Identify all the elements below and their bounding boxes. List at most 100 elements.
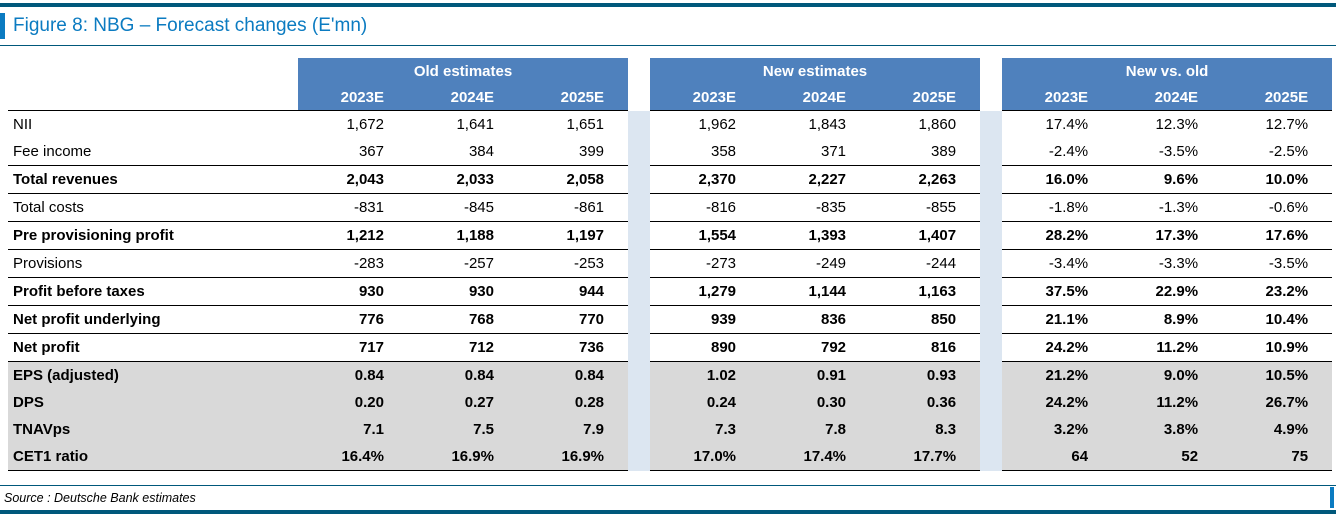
table-row: Total costs -831 -845 -861 -816 -835 -855 -1.8%… [8, 193, 1333, 222]
value-cell: 384 [408, 138, 518, 166]
spacer-cell [980, 249, 1003, 278]
value-cell: 17.7% [870, 443, 981, 471]
value-cell: 28.2% [1002, 221, 1113, 250]
value-cell: 17.4% [760, 443, 871, 471]
group-header-row: Old estimates New estimates New vs. old [8, 58, 1333, 84]
value-cell: 836 [760, 305, 871, 334]
year-header-cell: 2023E [650, 84, 761, 111]
value-cell: 399 [518, 138, 629, 166]
table-footer-gap [0, 471, 1336, 485]
row-label: Total costs [8, 193, 298, 222]
table-row: Net profit 717 712 736 890 792 816 24.2% 11.2% 10… [8, 333, 1333, 362]
figure-header: Figure 8: NBG – Forecast changes (E'mn) [0, 7, 1336, 45]
value-cell: -3.5% [1112, 138, 1223, 166]
value-cell: 0.84 [408, 361, 518, 389]
value-cell: 367 [298, 138, 408, 166]
value-cell: 52 [1112, 443, 1223, 471]
value-cell: 890 [650, 333, 761, 362]
value-cell: 1,393 [760, 221, 871, 250]
title-accent-bar [0, 13, 5, 39]
value-cell: 3.2% [1002, 416, 1113, 443]
value-cell: 21.2% [1002, 361, 1113, 389]
spacer-cell [980, 416, 1003, 443]
table-row: TNAVps 7.1 7.5 7.9 7.3 7.8 8.3 3.2% 3.8% 4.9% [8, 416, 1333, 443]
row-label: Total revenues [8, 165, 298, 194]
value-cell: 17.0% [650, 443, 761, 471]
spacer-cell [980, 443, 1003, 471]
value-cell: 9.0% [1112, 361, 1223, 389]
header-spacer-cell [980, 58, 1002, 84]
year-header-cell: 2025E [518, 84, 629, 111]
value-cell: 24.2% [1002, 389, 1113, 416]
value-cell: 16.9% [408, 443, 518, 471]
value-cell: -3.3% [1112, 249, 1223, 278]
value-cell: 712 [408, 333, 518, 362]
value-cell: 1,279 [650, 277, 761, 306]
value-cell: 736 [518, 333, 629, 362]
value-cell: 10.9% [1222, 333, 1333, 362]
spacer-cell [628, 110, 651, 138]
value-cell: 11.2% [1112, 389, 1223, 416]
value-cell: 0.30 [760, 389, 871, 416]
value-cell: 10.0% [1222, 165, 1333, 194]
value-cell: 2,263 [870, 165, 981, 194]
year-header-cell: 2023E [1002, 84, 1113, 111]
value-cell: -0.6% [1222, 193, 1333, 222]
value-cell: -835 [760, 193, 871, 222]
value-cell: -2.4% [1002, 138, 1113, 166]
value-cell: 2,043 [298, 165, 408, 194]
value-cell: 0.84 [518, 361, 629, 389]
value-cell: 16.4% [298, 443, 408, 471]
value-cell: -249 [760, 249, 871, 278]
forecast-table-grid: Old estimates New estimates New vs. old 202… [8, 58, 1333, 471]
value-cell: 1,407 [870, 221, 981, 250]
value-cell: -244 [870, 249, 981, 278]
value-cell: 930 [408, 277, 518, 306]
group-header-cell: New vs. old [1002, 58, 1333, 84]
value-cell: 0.93 [870, 361, 981, 389]
corner-cell [8, 84, 298, 111]
value-cell: 358 [650, 138, 761, 166]
spacer-cell [980, 361, 1003, 389]
table-row: Fee income 367 384 399 358 371 389 -2.4% -3.5% -2… [8, 138, 1333, 166]
value-cell: 23.2% [1222, 277, 1333, 306]
value-cell: 7.9 [518, 416, 629, 443]
row-label: EPS (adjusted) [8, 361, 298, 389]
year-header-cell: 2024E [1112, 84, 1223, 111]
value-cell: 371 [760, 138, 871, 166]
table-row: Provisions -283 -257 -253 -273 -249 -244 -3.4% -… [8, 249, 1333, 278]
value-cell: 17.6% [1222, 221, 1333, 250]
spacer-cell [980, 193, 1003, 222]
value-cell: 12.3% [1155, 116, 1199, 133]
value-cell: 21.1% [1002, 305, 1113, 334]
value-cell: 2,033 [408, 165, 518, 194]
spacer-cell [628, 443, 651, 471]
value-cell: 944 [518, 277, 629, 306]
value-cell: 7.1 [298, 416, 408, 443]
row-label: CET1 ratio [8, 443, 298, 471]
value-cell: 16.0% [1002, 165, 1113, 194]
value-cell: 10.4% [1222, 305, 1333, 334]
value-cell: 7.8 [760, 416, 871, 443]
spacer-cell [628, 277, 651, 306]
year-header-cell: 2024E [408, 84, 518, 111]
value-cell: 1,188 [408, 221, 518, 250]
value-cell: 1,163 [870, 277, 981, 306]
spacer-cell [980, 277, 1003, 306]
value-cell: 1,212 [298, 221, 408, 250]
row-label: Profit before taxes [8, 277, 298, 306]
value-cell: 1,962 [698, 116, 737, 133]
spacer-cell [980, 221, 1003, 250]
value-cell: 22.9% [1112, 277, 1223, 306]
value-cell: 0.27 [408, 389, 518, 416]
spacer-cell [980, 110, 1003, 138]
spacer-cell [980, 389, 1003, 416]
row-label: TNAVps [8, 416, 298, 443]
figure-title: Figure 8: NBG – Forecast changes (E'mn) [13, 15, 368, 36]
spacer-cell [980, 138, 1003, 166]
value-cell: -253 [518, 249, 629, 278]
year-header-cell: 2025E [870, 84, 981, 111]
value-cell: 7.5 [408, 416, 518, 443]
spacer-cell [628, 249, 651, 278]
value-cell: 17.3% [1112, 221, 1223, 250]
